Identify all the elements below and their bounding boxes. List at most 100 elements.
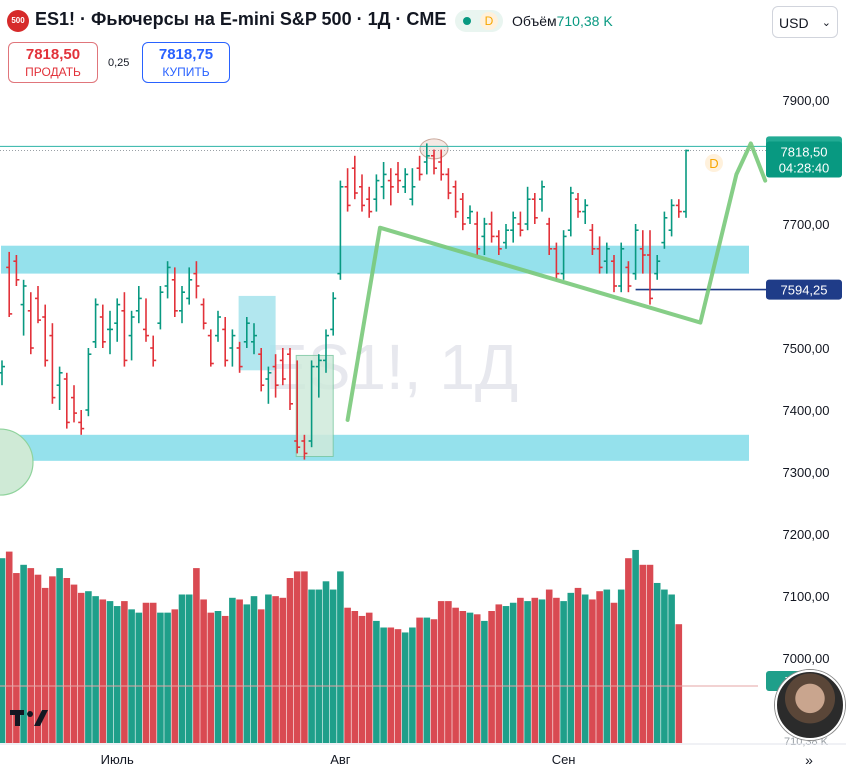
- volume-bar: [92, 596, 99, 743]
- volume-bar: [34, 574, 42, 743]
- volume-bar: [387, 627, 395, 743]
- price-tick-label: 7900,00: [783, 93, 830, 108]
- volume-bar: [481, 620, 488, 743]
- volume-bar: [495, 604, 503, 743]
- ohlc-bar: [265, 366, 272, 404]
- ohlc-bar: [438, 149, 445, 181]
- ohlc-bar: [510, 211, 517, 243]
- symbol-title[interactable]: ES1! · Фьючерсы на E-mini S&P 500 · 1Д ·…: [35, 9, 447, 29]
- ohlc-bar: [387, 168, 394, 206]
- ohlc-bar: [279, 348, 286, 386]
- volume-bar: [423, 617, 431, 743]
- volume-bar: [171, 609, 179, 743]
- volume-bar: [279, 597, 287, 743]
- scroll-to-realtime-icon[interactable]: »: [805, 752, 813, 768]
- volume-bar: [416, 617, 423, 743]
- ohlc-bar: [409, 168, 416, 206]
- ohlc-bar: [287, 348, 293, 410]
- ohlc-bar: [452, 180, 459, 218]
- volume-bar: [322, 581, 330, 743]
- sell-price: 7818,50: [25, 46, 81, 63]
- ohlc-bar: [258, 348, 265, 392]
- volume-legend[interactable]: Объём710,38 K: [512, 13, 613, 29]
- volume-bar: [344, 607, 351, 743]
- price-tick-label: 7200,00: [783, 527, 830, 542]
- volume-bar: [581, 594, 589, 743]
- volume-bar: [27, 568, 35, 743]
- volume-label: Объём: [512, 13, 557, 29]
- volume-bar: [142, 602, 150, 743]
- sp500-badge-icon: 500: [7, 10, 29, 32]
- volume-bar: [639, 564, 647, 743]
- ohlc-bar: [373, 174, 380, 212]
- volume-bar: [567, 592, 575, 743]
- volume-bar: [214, 611, 222, 743]
- volume-bar: [99, 599, 107, 743]
- ohlc-bar: [366, 186, 373, 218]
- volume-bar: [589, 599, 596, 743]
- ohlc-bar: [308, 360, 315, 448]
- price-tick-label: 7000,00: [783, 651, 830, 666]
- ohlc-bar: [575, 193, 581, 218]
- volume-bar: [257, 609, 265, 743]
- ohlc-bar: [107, 310, 113, 355]
- ohlc-bar: [503, 224, 509, 249]
- volume-bar: [437, 601, 445, 743]
- volume-bar: [452, 607, 459, 743]
- ohlc-bar: [56, 366, 63, 410]
- volume-bar: [632, 549, 639, 743]
- ohlc-bar: [351, 155, 358, 200]
- zones-layer: [0, 138, 749, 496]
- ohlc-bar: [78, 410, 85, 435]
- ohlc-bar: [683, 149, 689, 218]
- volume-bar: [193, 568, 200, 743]
- left-circle-marker: [0, 428, 34, 496]
- ohlc-bar: [567, 186, 574, 237]
- tradingview-logo-icon: [10, 706, 52, 730]
- volume-bar: [466, 612, 474, 743]
- volume-bar: [149, 602, 157, 743]
- ohlc-bar: [582, 199, 589, 224]
- ohlc-bar: [0, 360, 5, 386]
- zone-1: [1, 434, 749, 461]
- volume-bar: [207, 612, 215, 743]
- ohlc-bar: [251, 323, 257, 355]
- ohlc-bar: [467, 205, 473, 224]
- volume-bar: [221, 615, 229, 743]
- ohlc-bar: [222, 317, 229, 367]
- ohlc-bar: [611, 255, 617, 293]
- buy-button[interactable]: 7818,75 КУПИТЬ: [142, 42, 230, 83]
- price-label-box: [766, 279, 842, 300]
- chart-header: 500 ES1! · Фьючерсы на E-mini S&P 500 · …: [0, 0, 846, 88]
- ohlc-bar: [344, 168, 351, 212]
- volume-bar: [409, 627, 416, 743]
- ohlc-bar: [675, 199, 682, 218]
- price-tick-label: 7700,00: [783, 217, 830, 232]
- volume-bar: [41, 587, 49, 743]
- price-label-navy: 7594,25: [766, 279, 842, 300]
- currency-select[interactable]: USD ⌄: [772, 6, 838, 38]
- volume-bar: [106, 601, 114, 743]
- market-status-badge[interactable]: D: [455, 10, 503, 32]
- author-avatar[interactable]: [775, 670, 845, 740]
- ohlc-bar: [668, 199, 675, 237]
- ohlc-bar: [323, 329, 329, 373]
- volume-bar: [531, 597, 539, 743]
- volume-bar: [430, 619, 438, 743]
- ohlc-bar: [49, 323, 56, 404]
- sell-button[interactable]: 7818,50 ПРОДАТЬ: [8, 42, 98, 83]
- ohlc-bar: [625, 261, 632, 293]
- volume-bar: [524, 601, 531, 743]
- volume-bar: [77, 592, 85, 743]
- volume-bar: [286, 578, 294, 743]
- price-chart[interactable]: D 7900,00 7700,00 7500,00 7400,00 7300,00 720…: [0, 88, 846, 772]
- time-axis: Июль Авг Сен: [0, 743, 846, 767]
- volume-layer: [0, 549, 758, 743]
- volume-bar: [178, 594, 186, 743]
- volume-bar: [625, 558, 632, 743]
- volume-bar: [509, 602, 517, 743]
- ohlc-bar: [474, 211, 481, 255]
- ohlc-bar: [13, 255, 20, 286]
- volume-bar: [445, 601, 452, 743]
- ohlc-bar: [395, 162, 401, 193]
